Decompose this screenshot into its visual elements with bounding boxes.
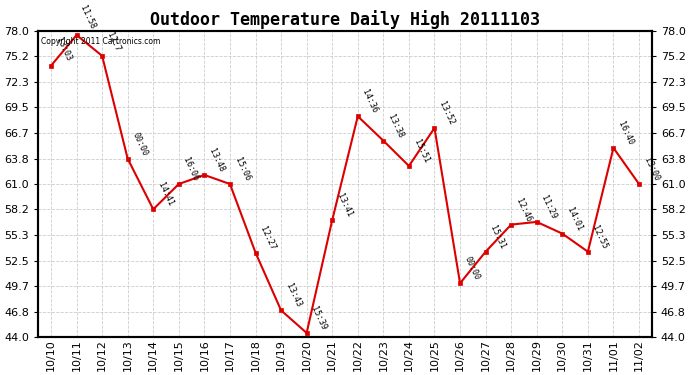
Text: 15:39: 15:39 xyxy=(309,305,328,332)
Text: 16:40: 16:40 xyxy=(616,120,635,147)
Text: 15:31: 15:31 xyxy=(489,224,507,250)
Text: 13:38: 13:38 xyxy=(386,113,405,139)
Text: 13:48: 13:48 xyxy=(207,147,226,174)
Text: 00:00: 00:00 xyxy=(463,255,482,282)
Text: 00:00: 00:00 xyxy=(130,131,149,158)
Text: 11:58: 11:58 xyxy=(78,4,97,31)
Text: 11:29: 11:29 xyxy=(540,194,558,220)
Text: 13:52: 13:52 xyxy=(437,100,456,127)
Text: 14:01: 14:01 xyxy=(565,206,584,232)
Text: 12:46: 12:46 xyxy=(514,197,533,223)
Text: 13:03: 13:03 xyxy=(54,36,72,63)
Text: 14:36: 14:36 xyxy=(361,88,380,115)
Text: 12:7: 12:7 xyxy=(105,31,121,53)
Title: Outdoor Temperature Daily High 20111103: Outdoor Temperature Daily High 20111103 xyxy=(150,10,540,29)
Text: 12:55: 12:55 xyxy=(591,224,609,250)
Text: Copyright 2011 Cartronics.com: Copyright 2011 Cartronics.com xyxy=(41,37,161,46)
Text: 12:27: 12:27 xyxy=(258,225,277,251)
Text: 13:43: 13:43 xyxy=(284,282,303,309)
Text: 13:00: 13:00 xyxy=(642,156,660,183)
Text: 14:41: 14:41 xyxy=(156,182,175,208)
Text: 15:51: 15:51 xyxy=(412,138,431,165)
Text: 13:41: 13:41 xyxy=(335,192,354,219)
Text: 16:06: 16:06 xyxy=(181,156,200,183)
Text: 15:06: 15:06 xyxy=(233,156,251,183)
